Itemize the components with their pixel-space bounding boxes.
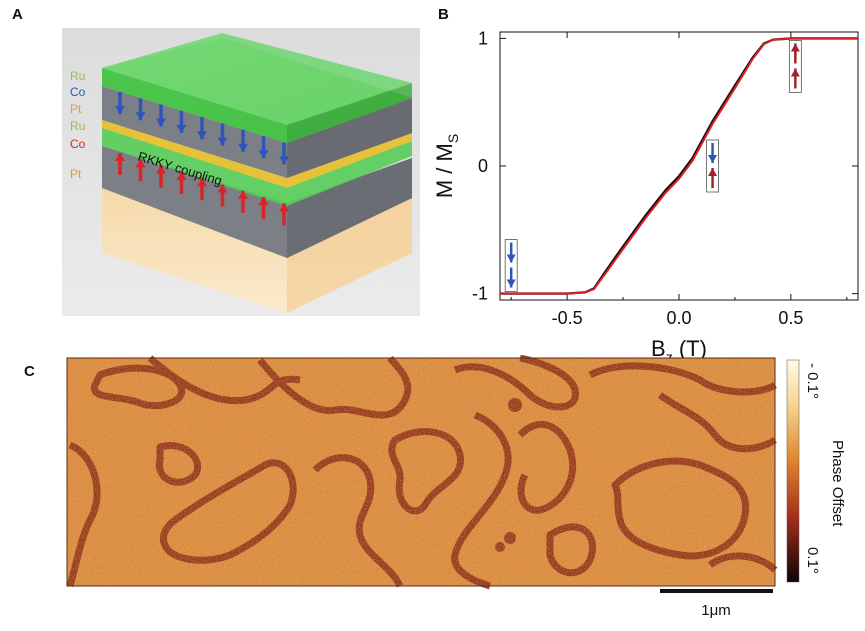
mfm-phase-image: 1μm - 0.1° Phase Offset 0.1° xyxy=(66,354,846,619)
bottom-co-arrows xyxy=(115,153,289,226)
spin-inset-arrow-head xyxy=(790,43,800,52)
spin-arrow-head xyxy=(258,150,269,159)
mfm-image-panel: 1μm - 0.1° Phase Offset 0.1° xyxy=(60,354,865,626)
data-series xyxy=(500,37,858,295)
spin-arrow-head xyxy=(176,171,187,180)
pt-spacer-layer xyxy=(102,120,412,188)
x-tick-label: -0.5 xyxy=(552,308,583,328)
series-line-red xyxy=(500,37,858,295)
spin-arrow-head xyxy=(217,184,228,193)
layer-label-0: Ru xyxy=(70,69,85,83)
pt-bottom-side xyxy=(287,193,412,313)
spin-arrow-head xyxy=(238,143,248,152)
layer-label-3: Ru xyxy=(70,119,85,133)
multilayer-stack-panel: RKKY coupling Ru Co Pt Ru Co Pt xyxy=(62,28,420,316)
spin-arrow-head xyxy=(238,190,248,199)
x-axis-label: Bz (T) xyxy=(651,336,707,360)
spin-inset-arrow-head xyxy=(506,279,516,288)
axis-ticks: -0.5 0.0 0.5 -1 0 1 xyxy=(472,28,858,328)
mfm-frame xyxy=(66,357,776,587)
mfm-noise-texture xyxy=(67,358,775,586)
hysteresis-chart: -0.5 0.0 0.5 -1 0 1 Bz (T) M / MS xyxy=(432,28,859,365)
spin-arrow-head xyxy=(176,124,187,133)
spin-inset-arrow-head xyxy=(506,254,516,263)
spin-insets xyxy=(504,40,802,292)
y-tick-label: -1 xyxy=(472,284,488,304)
colorbar-top-label: - 0.1° xyxy=(804,363,821,399)
top-co-arrows xyxy=(115,92,289,165)
spin-inset-box xyxy=(504,239,518,292)
series-line-black xyxy=(500,37,858,295)
spin-arrow-head xyxy=(156,165,166,174)
spin-arrow-head xyxy=(135,112,146,121)
spin-arrow-head xyxy=(156,118,166,127)
hysteresis-chart-panel: -0.5 0.0 0.5 -1 0 1 Bz (T) M / MS xyxy=(430,20,865,365)
x-tick-label: 0.0 xyxy=(666,308,691,328)
layer-label-2: Pt xyxy=(70,102,82,116)
spin-arrow-head xyxy=(115,153,125,161)
spin-arrow-head xyxy=(217,137,228,146)
spin-arrow-head xyxy=(279,203,289,212)
spin-arrow-head xyxy=(135,159,146,168)
panel-label-b: B xyxy=(438,6,449,23)
spin-arrow-head xyxy=(258,197,269,206)
spin-inset-box xyxy=(788,40,802,93)
colorbar xyxy=(786,359,800,583)
spin-inset-box xyxy=(706,139,719,193)
ru-top-face xyxy=(102,33,412,125)
plot-frame xyxy=(499,31,859,301)
colorbar-bottom-label: 0.1° xyxy=(804,547,821,574)
spin-inset-arrow-head xyxy=(790,68,800,77)
scale-bar xyxy=(660,589,773,593)
panel-label-c: C xyxy=(24,363,35,380)
scale-bar-label: 1μm xyxy=(701,602,730,619)
spin-inset xyxy=(504,239,518,292)
layer-labels: Ru Co Pt Ru Co Pt xyxy=(70,69,86,181)
colorbar-title: Phase Offset xyxy=(829,440,846,527)
spin-inset xyxy=(706,139,719,193)
y-axis-label: M / MS xyxy=(432,134,461,198)
layer-label-5: Pt xyxy=(70,167,82,181)
co-top-side xyxy=(287,98,412,178)
y-tick-label: 1 xyxy=(478,28,488,48)
spin-arrow-head xyxy=(279,156,289,165)
layer-label-4: Co xyxy=(70,137,86,151)
spin-inset xyxy=(788,40,802,93)
spin-inset-arrow-head xyxy=(708,168,718,176)
spin-arrow-head xyxy=(115,106,125,114)
x-tick-label: 0.5 xyxy=(778,308,803,328)
spin-inset-arrow-head xyxy=(708,155,718,163)
ru-bottom-layer xyxy=(102,128,412,206)
co-bottom-side xyxy=(287,158,412,258)
spin-arrow-head xyxy=(197,131,207,140)
y-tick-label: 0 xyxy=(478,156,488,176)
ru-top-front xyxy=(102,68,287,143)
spin-arrow-head xyxy=(197,178,207,187)
layer-label-1: Co xyxy=(70,85,86,99)
panel-label-a: A xyxy=(12,6,23,23)
ru-top-side xyxy=(287,83,412,143)
